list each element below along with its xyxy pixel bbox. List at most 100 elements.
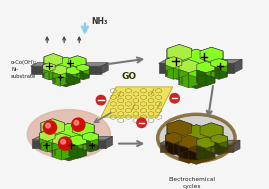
Polygon shape	[43, 63, 55, 71]
Polygon shape	[165, 65, 174, 79]
Polygon shape	[41, 119, 64, 135]
Polygon shape	[53, 63, 62, 81]
Polygon shape	[73, 73, 80, 85]
Polygon shape	[53, 131, 64, 153]
Polygon shape	[182, 125, 196, 150]
Polygon shape	[159, 59, 242, 63]
Polygon shape	[66, 73, 73, 85]
Polygon shape	[77, 64, 89, 71]
Polygon shape	[53, 119, 64, 141]
Polygon shape	[167, 120, 192, 137]
Polygon shape	[200, 134, 211, 155]
Polygon shape	[211, 59, 219, 72]
Polygon shape	[165, 132, 174, 146]
Polygon shape	[179, 145, 189, 163]
Polygon shape	[69, 56, 77, 71]
Polygon shape	[83, 132, 98, 141]
Polygon shape	[101, 87, 173, 117]
Circle shape	[61, 139, 66, 144]
Polygon shape	[53, 54, 62, 71]
Polygon shape	[66, 57, 77, 76]
Polygon shape	[62, 133, 71, 151]
Polygon shape	[189, 135, 199, 153]
Polygon shape	[55, 123, 69, 147]
Polygon shape	[77, 56, 86, 71]
Polygon shape	[47, 130, 55, 144]
Polygon shape	[73, 66, 80, 78]
Polygon shape	[182, 49, 196, 75]
Polygon shape	[43, 69, 49, 80]
Polygon shape	[167, 44, 179, 67]
Polygon shape	[179, 120, 192, 143]
Polygon shape	[200, 47, 211, 68]
Polygon shape	[211, 47, 223, 68]
Polygon shape	[47, 139, 55, 152]
Polygon shape	[72, 122, 94, 136]
Polygon shape	[196, 49, 211, 75]
Polygon shape	[44, 54, 53, 71]
Polygon shape	[189, 69, 199, 88]
Polygon shape	[83, 64, 89, 74]
Polygon shape	[219, 66, 227, 79]
Polygon shape	[182, 63, 196, 89]
Polygon shape	[41, 131, 53, 153]
Polygon shape	[159, 63, 234, 73]
Polygon shape	[165, 132, 182, 144]
Polygon shape	[219, 134, 227, 148]
Polygon shape	[211, 134, 227, 144]
Polygon shape	[90, 139, 98, 152]
Polygon shape	[167, 57, 179, 80]
Polygon shape	[83, 132, 94, 152]
Ellipse shape	[158, 114, 235, 162]
Polygon shape	[55, 57, 66, 76]
Polygon shape	[182, 125, 211, 144]
Polygon shape	[211, 134, 219, 148]
Polygon shape	[160, 140, 240, 144]
Polygon shape	[101, 63, 108, 74]
Polygon shape	[167, 44, 192, 61]
Polygon shape	[49, 69, 55, 80]
Polygon shape	[179, 135, 199, 148]
Polygon shape	[197, 61, 215, 73]
Polygon shape	[174, 132, 182, 146]
Polygon shape	[32, 136, 112, 140]
Polygon shape	[197, 137, 206, 153]
Circle shape	[137, 118, 146, 128]
Polygon shape	[179, 133, 192, 156]
Polygon shape	[69, 135, 78, 150]
Circle shape	[43, 121, 56, 134]
Polygon shape	[167, 133, 179, 156]
Polygon shape	[31, 63, 108, 66]
Polygon shape	[211, 66, 219, 79]
Polygon shape	[40, 130, 47, 144]
Polygon shape	[53, 65, 68, 75]
Polygon shape	[43, 63, 49, 74]
Polygon shape	[189, 60, 199, 78]
Polygon shape	[219, 59, 227, 72]
Polygon shape	[66, 66, 80, 75]
Polygon shape	[69, 64, 77, 80]
Polygon shape	[219, 141, 227, 155]
Polygon shape	[53, 72, 60, 86]
Polygon shape	[66, 66, 73, 78]
Polygon shape	[69, 56, 86, 67]
Polygon shape	[52, 133, 71, 146]
Polygon shape	[211, 141, 219, 155]
Polygon shape	[167, 120, 179, 143]
Polygon shape	[179, 60, 199, 73]
Polygon shape	[197, 137, 215, 148]
Polygon shape	[69, 137, 83, 161]
Polygon shape	[69, 123, 83, 147]
Polygon shape	[234, 59, 242, 73]
Polygon shape	[211, 123, 223, 144]
Polygon shape	[197, 146, 206, 162]
Polygon shape	[90, 132, 98, 145]
Text: α-Co(OH)₂
Ni-
substrate: α-Co(OH)₂ Ni- substrate	[11, 60, 37, 79]
Circle shape	[72, 118, 85, 131]
Polygon shape	[52, 143, 62, 160]
Polygon shape	[60, 72, 68, 86]
Polygon shape	[44, 63, 53, 81]
Polygon shape	[49, 63, 55, 74]
Polygon shape	[179, 44, 192, 67]
Polygon shape	[165, 57, 182, 68]
